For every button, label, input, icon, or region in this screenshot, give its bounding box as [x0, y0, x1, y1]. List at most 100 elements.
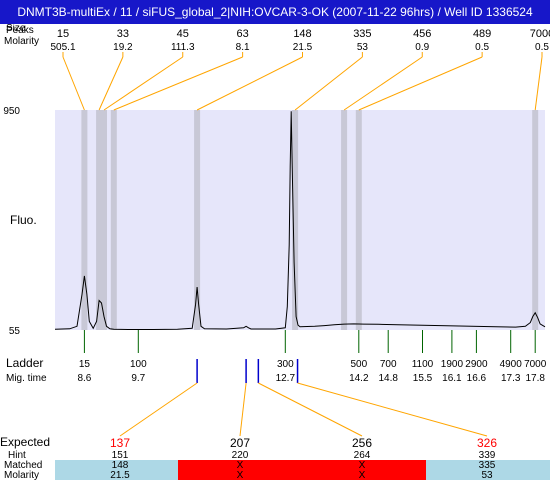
peak-size-label: 45: [177, 28, 189, 40]
peak-connector-line: [103, 56, 184, 111]
ladder-time-label: 14.8: [378, 373, 398, 384]
matched-molarity-value: X: [237, 470, 244, 480]
hint-value: 339: [479, 450, 496, 461]
ladder-time-label: 9.7: [131, 373, 145, 384]
peak-band: [101, 110, 107, 330]
plot-area: [55, 110, 545, 330]
peak-molarity-label: 0.5: [535, 42, 549, 53]
ladder-size-label: 2900: [465, 359, 488, 370]
peak-molarity-label: 111.3: [171, 42, 195, 53]
peak-size-label: 15: [57, 28, 69, 40]
expected-connector-line: [119, 382, 198, 437]
matched-value: 335: [479, 460, 496, 471]
peak-size-label: 33: [117, 28, 129, 40]
peak-molarity-label: 53: [357, 42, 369, 53]
peak-size-label: 335: [353, 28, 371, 40]
ladder-size-label: 100: [130, 359, 147, 370]
matched-molarity-value: X: [359, 470, 366, 480]
peak-molarity-label: 21.5: [293, 42, 313, 53]
ladder-size-label: 1900: [441, 359, 464, 370]
ladder-time-label: 8.6: [77, 373, 91, 384]
trace-layer: [54, 111, 546, 330]
hint-value: 151: [112, 450, 129, 461]
matched-cell: [301, 460, 426, 480]
peak-molarity-label: 19.2: [113, 42, 133, 53]
expected-size-label: 207: [230, 436, 250, 450]
ladder-size-label: 15: [79, 359, 91, 370]
expected-size-label: 256: [352, 436, 372, 450]
hint-value: 220: [232, 450, 249, 461]
peaks-row-label: Peaks: [6, 25, 34, 36]
matched-molarity-value: 53: [481, 470, 493, 480]
peak-band: [532, 110, 539, 330]
peak-band: [292, 110, 299, 330]
mig-time-row-label: Mig. time: [6, 373, 47, 384]
peak-band: [341, 110, 348, 330]
expected-connector-line: [239, 382, 247, 437]
connector-lines-layer: [62, 52, 543, 437]
expected-connector-line: [258, 382, 363, 437]
fluo-axis-label: Fluo.: [10, 213, 37, 227]
window-title: DNMT3B-multiEx / 11 / siFUS_global_2|NIH…: [0, 0, 550, 24]
expected-size-label: 137: [110, 436, 130, 450]
matched-value: X: [237, 460, 244, 471]
matched-value: X: [359, 460, 366, 471]
ladder-time-label: 14.2: [349, 373, 369, 384]
peak-connector-line: [113, 56, 243, 111]
peak-connector-line: [294, 56, 363, 111]
expected-row-label: Expected: [0, 435, 50, 449]
ladder-size-label: 4900: [500, 359, 523, 370]
expected-connector-line: [297, 382, 488, 437]
signal-trace: [54, 111, 546, 330]
plot-background-layer: [55, 110, 550, 480]
peak-molarity-label: 505.1: [50, 42, 75, 53]
peak-size-label: 456: [413, 28, 431, 40]
peak-size-label: 489: [473, 28, 491, 40]
ladder-size-label: 700: [380, 359, 397, 370]
expected-size-label: 326: [477, 436, 497, 450]
ladder-time-label: 16.6: [467, 373, 487, 384]
peak-band: [96, 110, 103, 330]
matched-value: 148: [112, 460, 129, 471]
ladder-size-label: 300: [277, 359, 294, 370]
ladder-size-label: 7000: [524, 359, 547, 370]
matched-cell: [178, 460, 301, 480]
ladder-time-label: 15.5: [413, 373, 433, 384]
ladder-time-label: 17.8: [525, 373, 545, 384]
matched-cell: [55, 460, 178, 480]
peak-connector-line: [62, 56, 85, 111]
peak-connector-line: [196, 56, 303, 111]
hint-value: 264: [354, 450, 371, 461]
ladder-size-label: 1100: [412, 359, 434, 370]
ladder-time-label: 17.3: [501, 373, 521, 384]
peak-band: [355, 110, 362, 330]
ladder-time-label: 12.7: [276, 373, 296, 384]
peak-connector-line: [98, 56, 124, 111]
peak-connector-line: [343, 56, 423, 111]
peak-molarity-label: 0.5: [475, 42, 489, 53]
hint-row-label: Hint: [8, 450, 26, 461]
matched-molarity-value: 21.5: [110, 470, 130, 480]
peak-connector-line: [534, 56, 543, 111]
peak-molarity-label: 0.9: [415, 42, 429, 53]
molarity-bottom-row-label: Molarity: [4, 470, 39, 480]
peak-bands-layer: [81, 110, 539, 330]
y-tick-label-max: 950: [3, 106, 20, 117]
ladder-row-label: Ladder: [6, 356, 43, 370]
peak-band: [110, 110, 117, 330]
molarity-row-label: Molarity: [4, 36, 39, 47]
peak-connector-line: [358, 56, 483, 111]
peak-size-label: 63: [237, 28, 249, 40]
ladder-time-label: 16.1: [442, 373, 462, 384]
peak-molarity-label: 8.1: [236, 42, 250, 53]
matched-row-label: Matched: [4, 460, 42, 471]
y-tick-label-min: 55: [9, 326, 21, 337]
matched-cell: [426, 460, 550, 480]
peak-band: [81, 110, 88, 330]
peak-band: [194, 110, 201, 330]
ladder-size-label: 500: [350, 359, 367, 370]
peak-size-label: 148: [293, 28, 311, 40]
size-row-label: Size: [6, 24, 26, 34]
